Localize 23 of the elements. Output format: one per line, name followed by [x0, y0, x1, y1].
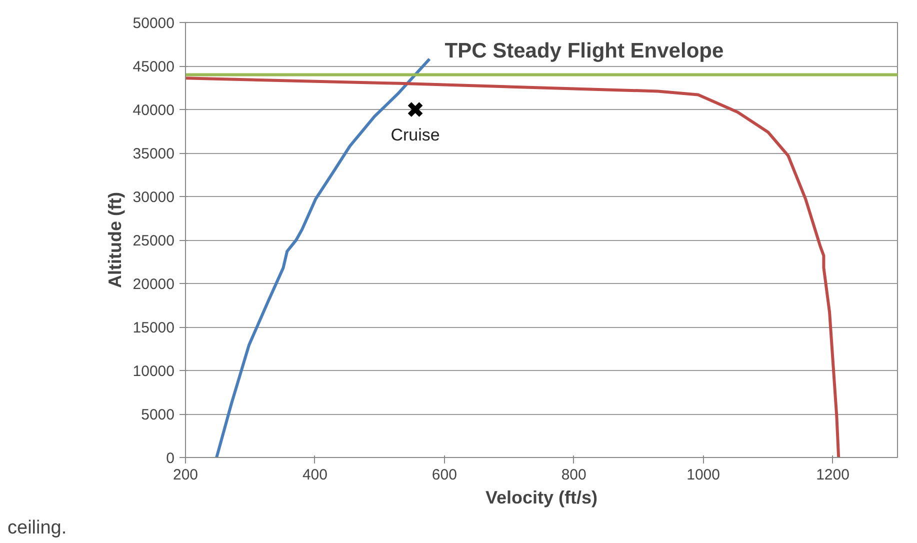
line-series: [186, 76, 840, 458]
x-tick-label: 1200: [816, 466, 850, 484]
x-tick-label: 200: [172, 466, 198, 484]
text: ceiling.: [8, 518, 67, 538]
y-tick-label: 25000: [132, 232, 175, 250]
x-tick-label: 400: [302, 466, 328, 484]
y-axis-title: Altitude (ft): [104, 192, 125, 288]
series-label: Cruise: [390, 126, 440, 144]
y-tick-label: 35000: [132, 146, 175, 162]
y-tick-label: 0: [166, 450, 174, 467]
y-tick-label: 5000: [141, 406, 175, 424]
x-tick-label: 1000: [686, 466, 720, 484]
y-tick-label: 50000: [132, 15, 175, 32]
y-tick-label: 40000: [132, 102, 175, 119]
x-tick-label: 800: [561, 466, 586, 484]
y-tick-label: 10000: [132, 363, 175, 380]
y-tick-label: 45000: [132, 58, 175, 76]
y-tick-label: 20000: [132, 276, 175, 293]
x-tick-label: 600: [432, 466, 457, 484]
y-tick-label: 30000: [132, 189, 175, 206]
x-axis-title: Velocity (ft/s): [485, 488, 598, 508]
text: TPC Steady Flight Envelope: [444, 39, 724, 62]
y-tick-label: 15000: [132, 320, 175, 336]
